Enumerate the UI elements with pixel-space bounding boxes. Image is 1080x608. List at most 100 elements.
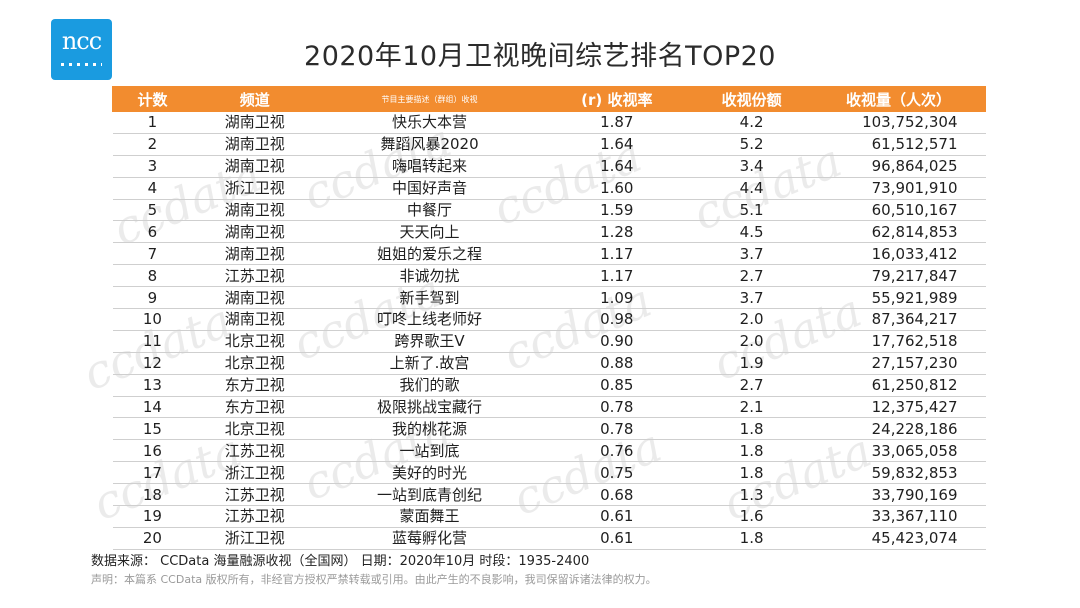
table-row: 19 江苏卫视 蒙面舞王 0.61 1.6 33,367,110 (112, 505, 986, 528)
cell-program: 非诚勿扰 (317, 264, 542, 288)
cell-viewers: 103,752,304 (811, 111, 986, 134)
cell-rank: 5 (112, 199, 193, 222)
cell-viewers: 61,512,571 (811, 133, 986, 156)
cell-rank: 13 (112, 374, 193, 397)
table-row: 7 湖南卫视 姐姐的爱乐之程 1.17 3.7 16,033,412 (112, 242, 986, 266)
table-row: 1 湖南卫视 快乐大本营 1.87 4.2 103,752,304 (112, 111, 986, 134)
cell-share: 2.1 (691, 396, 812, 419)
cell-rating: 0.88 (541, 352, 692, 375)
logo-dots (61, 63, 102, 66)
cell-viewers: 45,423,074 (811, 527, 986, 550)
cell-rank: 16 (112, 439, 193, 463)
cell-channel: 湖南卫视 (192, 155, 318, 178)
table-row: 20 浙江卫视 蓝莓孵化营 0.61 1.8 45,423,074 (112, 527, 986, 550)
cell-share: 4.5 (691, 220, 812, 244)
cell-channel: 湖南卫视 (192, 111, 318, 134)
header-count: 计数 (112, 86, 193, 112)
disclaimer: 声明：本篇系 CCData 版权所有，非经官方授权严禁转载或引用。由此产生的不良… (91, 573, 657, 586)
cell-channel: 江苏卫视 (192, 505, 318, 528)
table-row: 6 湖南卫视 天天向上 1.28 4.5 62,814,853 (112, 220, 986, 244)
cell-share: 1.8 (691, 461, 812, 485)
header-rating: (r) 收视率 (541, 86, 693, 112)
page-title: 2020年10月卫视晚间综艺排名TOP20 (304, 41, 776, 72)
logo-text: ncc (61, 27, 102, 55)
cell-share: 2.7 (691, 264, 812, 288)
cell-program: 一站到底 (317, 439, 542, 463)
cell-channel: 湖南卫视 (192, 133, 318, 156)
cell-channel: 湖南卫视 (192, 199, 318, 222)
cell-program: 美好的时光 (317, 461, 542, 485)
cell-rank: 1 (112, 111, 193, 134)
cell-channel: 湖南卫视 (192, 308, 318, 331)
table-header-row: 计数 频道 节目主要描述（群组）收视 (r) 收视率 收视份额 收视量（人次） (112, 86, 986, 112)
cell-share: 1.9 (691, 352, 812, 375)
cell-viewers: 87,364,217 (811, 308, 986, 331)
cell-program: 姐姐的爱乐之程 (317, 242, 542, 266)
cell-channel: 湖南卫视 (192, 286, 318, 310)
cell-channel: 湖南卫视 (192, 242, 318, 266)
cell-viewers: 55,921,989 (811, 286, 986, 310)
cell-rating: 0.75 (541, 461, 692, 485)
cell-program: 我的桃花源 (317, 417, 542, 441)
ranking-table: 计数 频道 节目主要描述（群组）收视 (r) 收视率 收视份额 收视量（人次） … (112, 86, 986, 550)
cell-program: 极限挑战宝藏行 (317, 396, 542, 419)
cell-viewers: 79,217,847 (811, 264, 986, 288)
cell-share: 5.2 (691, 133, 812, 156)
cell-program: 快乐大本营 (317, 111, 542, 134)
cell-rating: 0.90 (541, 330, 692, 353)
cell-rank: 9 (112, 286, 193, 310)
table-row: 15 北京卫视 我的桃花源 0.78 1.8 24,228,186 (112, 417, 986, 441)
cell-rank: 3 (112, 155, 193, 178)
cell-program: 中国好声音 (317, 177, 542, 200)
cell-program: 我们的歌 (317, 374, 542, 397)
cell-program: 叮咚上线老师好 (317, 308, 542, 331)
cell-program: 跨界歌王V (317, 330, 542, 353)
cell-viewers: 33,790,169 (811, 483, 986, 507)
cell-channel: 湖南卫视 (192, 220, 318, 244)
table-row: 18 江苏卫视 一站到底青创纪 0.68 1.3 33,790,169 (112, 483, 986, 507)
cell-channel: 浙江卫视 (192, 527, 318, 550)
cell-viewers: 62,814,853 (811, 220, 986, 244)
cell-rank: 8 (112, 264, 193, 288)
cell-rank: 4 (112, 177, 193, 200)
cell-share: 1.6 (691, 505, 812, 528)
cell-rank: 10 (112, 308, 193, 331)
cell-share: 3.4 (691, 155, 812, 178)
cell-channel: 江苏卫视 (192, 483, 318, 507)
cell-viewers: 33,367,110 (811, 505, 986, 528)
header-viewers: 收视量（人次） (811, 86, 986, 112)
cell-channel: 江苏卫视 (192, 264, 318, 288)
cell-program: 中餐厅 (317, 199, 542, 222)
cell-rating: 1.59 (541, 199, 692, 222)
cell-viewers: 60,510,167 (811, 199, 986, 222)
cell-rating: 1.64 (541, 155, 692, 178)
cell-share: 4.4 (691, 177, 812, 200)
cell-share: 3.7 (691, 286, 812, 310)
cell-rating: 1.17 (541, 242, 692, 266)
cell-rank: 15 (112, 417, 193, 441)
cell-share: 2.0 (691, 308, 812, 331)
cell-channel: 北京卫视 (192, 417, 318, 441)
cell-program: 嗨唱转起来 (317, 155, 542, 178)
cell-channel: 东方卫视 (192, 396, 318, 419)
cell-rank: 11 (112, 330, 193, 353)
cell-share: 1.3 (691, 483, 812, 507)
cell-viewers: 16,033,412 (811, 242, 986, 266)
cell-channel: 江苏卫视 (192, 439, 318, 463)
cell-rating: 1.64 (541, 133, 692, 156)
cell-viewers: 96,864,025 (811, 155, 986, 178)
cell-program: 蓝莓孵化营 (317, 527, 542, 550)
cell-rating: 0.61 (541, 505, 692, 528)
cell-viewers: 73,901,910 (811, 177, 986, 200)
cell-rating: 1.17 (541, 264, 692, 288)
cell-rating: 0.78 (541, 396, 692, 419)
header-share: 收视份额 (691, 86, 813, 112)
table-row: 3 湖南卫视 嗨唱转起来 1.64 3.4 96,864,025 (112, 155, 986, 178)
table-row: 16 江苏卫视 一站到底 0.76 1.8 33,065,058 (112, 439, 986, 463)
cell-program: 天天向上 (317, 220, 542, 244)
cell-viewers: 24,228,186 (811, 417, 986, 441)
cell-rating: 1.87 (541, 111, 692, 134)
cell-share: 3.7 (691, 242, 812, 266)
cell-rank: 6 (112, 220, 193, 244)
header-channel: 频道 (191, 86, 318, 112)
